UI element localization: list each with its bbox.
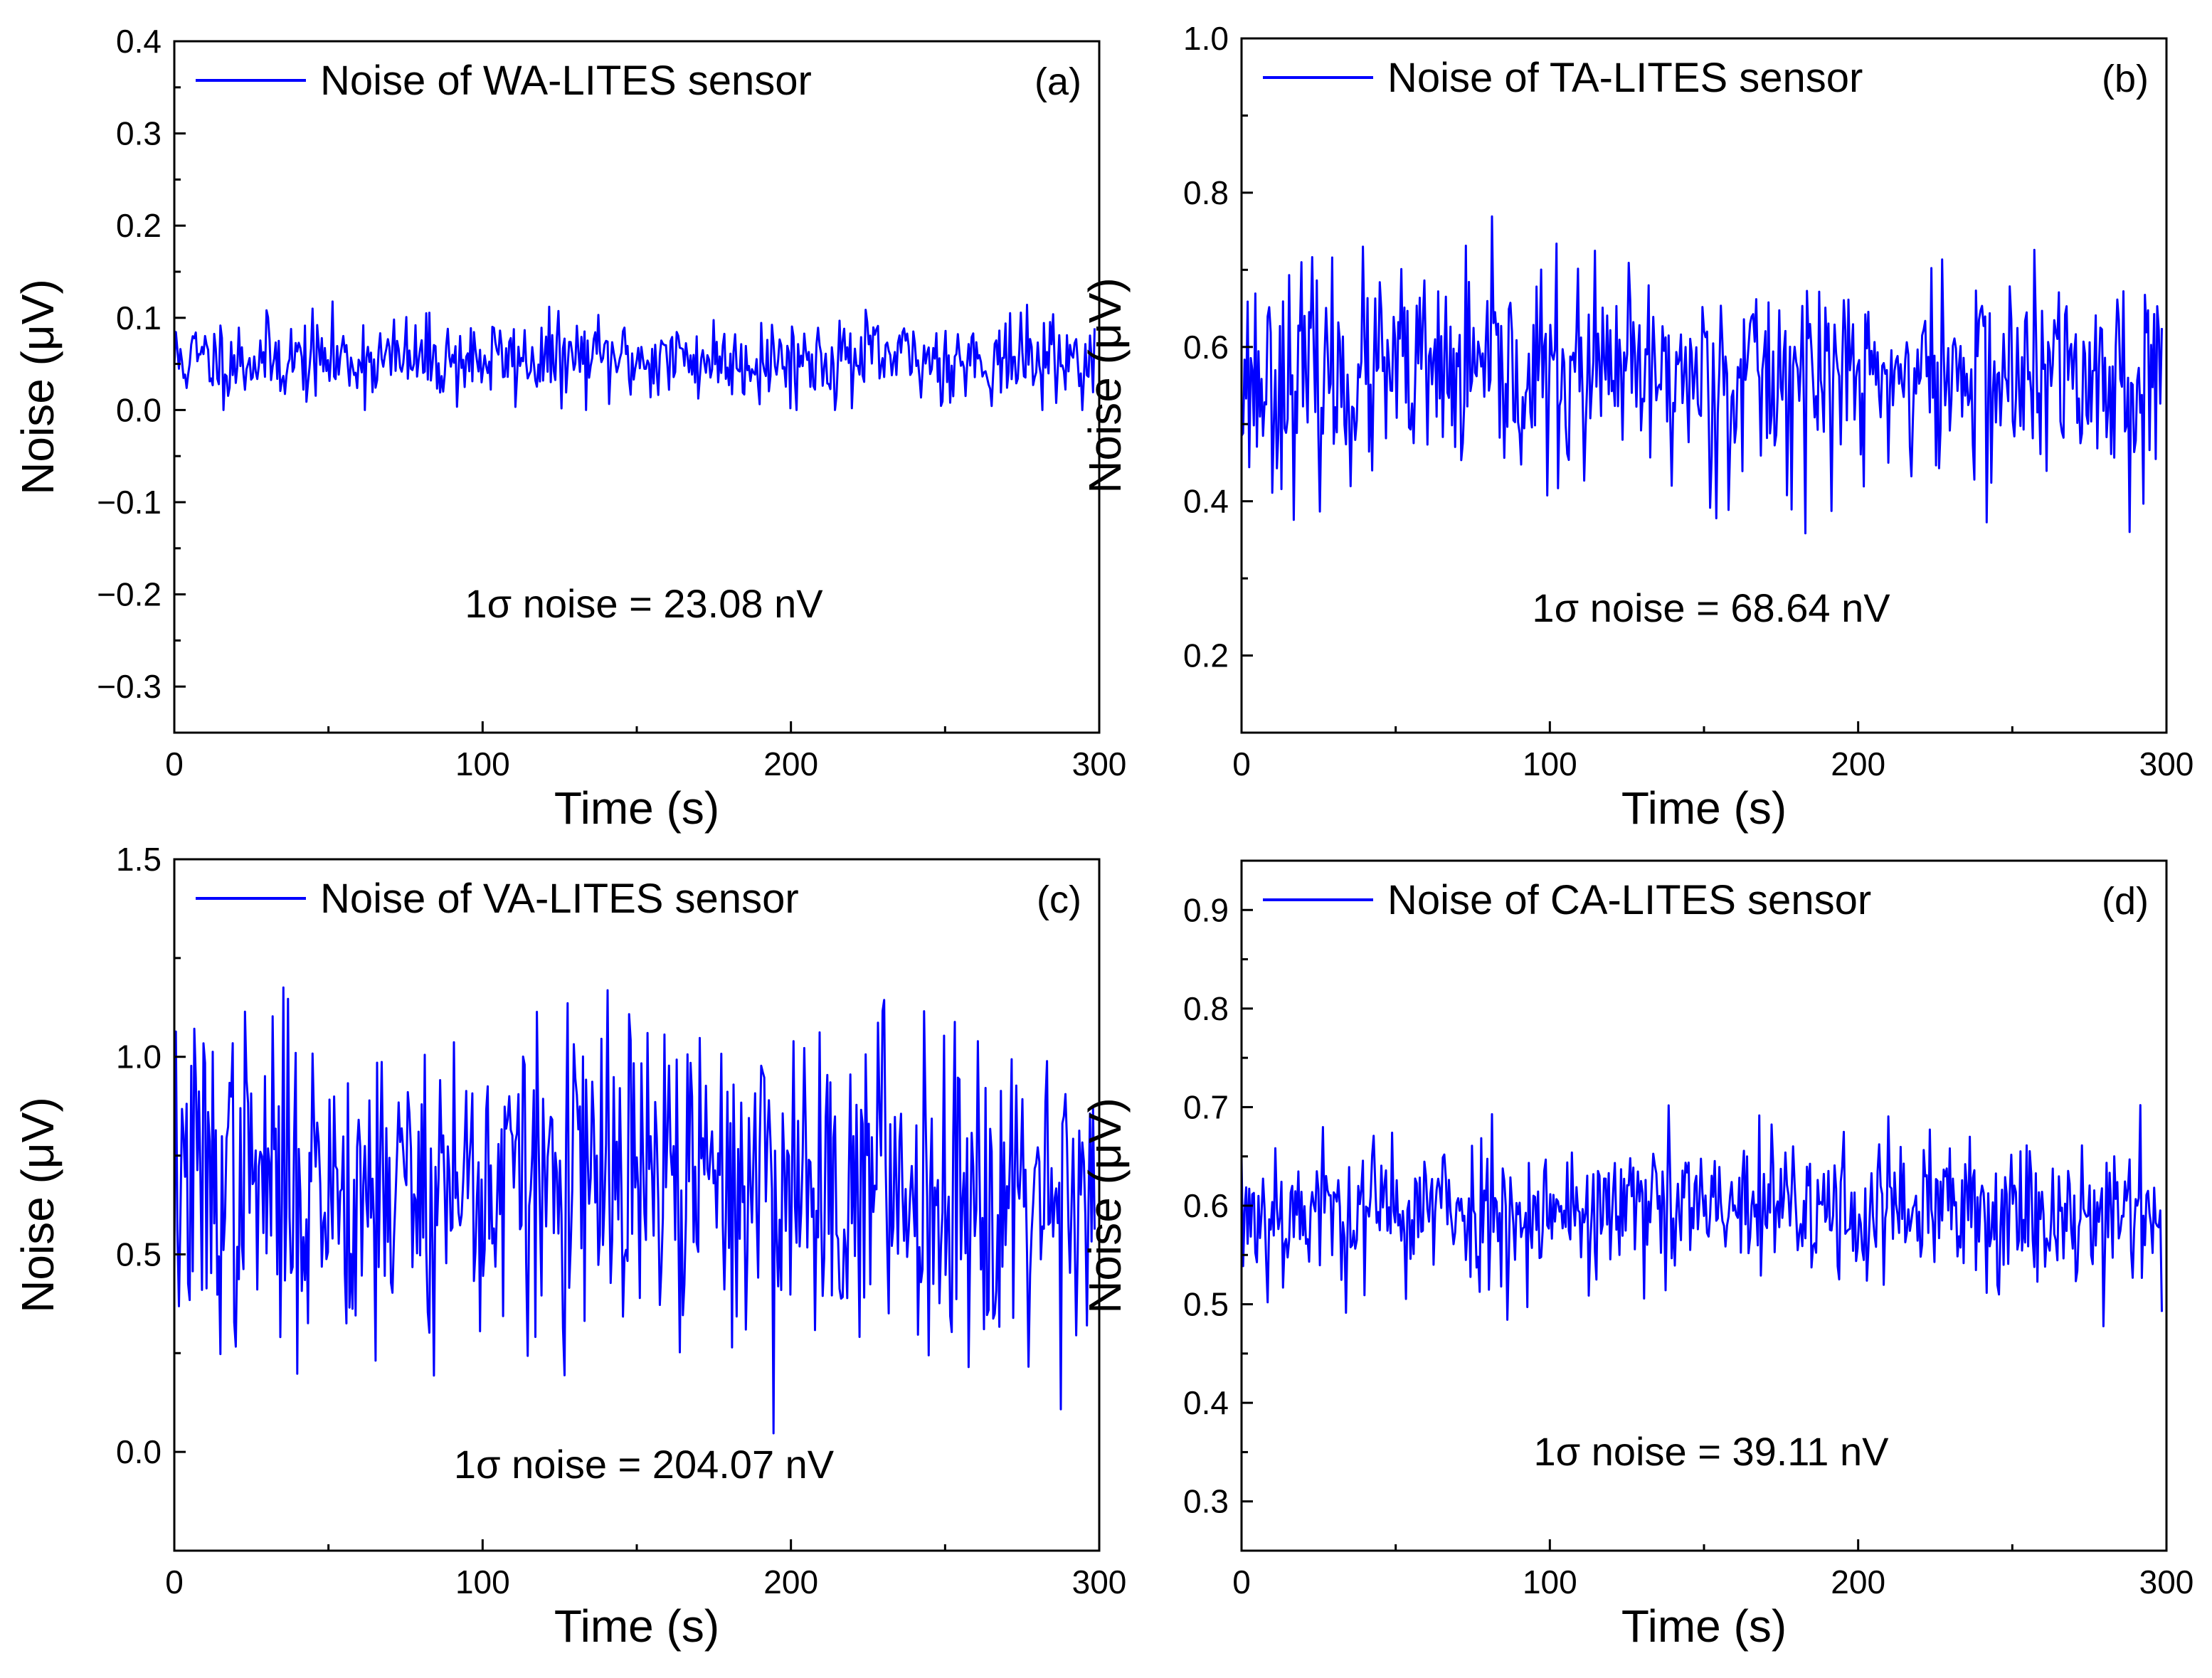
panel-label: (d) <box>2102 880 2149 923</box>
y-tick-label: 0.4 <box>1183 483 1229 520</box>
chart-panel-a: 0 100 200 300 −0.3 −0.2 −0.1 0.0 0.1 0.2 0.3 0.4 Tim… <box>12 23 1126 834</box>
x-tick-label: 100 <box>455 745 510 782</box>
noise-annotation: 1σ noise = 39.11 nV <box>1534 1429 1890 1474</box>
x-tick-label: 100 <box>455 1563 510 1600</box>
y-tick-label: −0.1 <box>97 484 162 521</box>
y-tick-label: 0.6 <box>1183 1187 1229 1224</box>
y-tick-label: 0.4 <box>116 23 162 60</box>
x-tick-label: 200 <box>1831 745 1885 782</box>
x-axis-title: Time (s) <box>554 1600 719 1652</box>
panel-label: (c) <box>1037 878 1081 921</box>
y-tick-label: 0.6 <box>1183 329 1229 366</box>
x-tick-label: 0 <box>165 745 184 782</box>
y-tick-label: −0.2 <box>97 576 162 613</box>
panel-label: (b) <box>2102 58 2149 100</box>
y-tick-label: 0.0 <box>116 391 162 428</box>
series-line <box>173 300 1096 411</box>
x-tick-label: 300 <box>1072 745 1127 782</box>
chart-panel-b: 0 100 200 300 0.2 0.4 0.6 0.8 1.0 Time (s) Noise (… <box>1079 20 2194 834</box>
y-tick-label: 0.1 <box>116 299 162 336</box>
x-tick-label: 0 <box>165 1563 184 1600</box>
y-tick-label: 1.0 <box>1183 20 1229 57</box>
legend-label: Noise of WA-LITES sensor <box>320 58 812 104</box>
plot-frame <box>173 40 1101 734</box>
y-tick-label: −0.3 <box>97 668 162 705</box>
y-tick-label: 0.8 <box>1183 174 1229 211</box>
panel-label: (a) <box>1034 60 1081 103</box>
x-tick-label: 300 <box>2139 745 2194 782</box>
x-axis-title: Time (s) <box>1621 1600 1787 1652</box>
x-axis-title: Time (s) <box>1621 782 1787 834</box>
x-tick-label: 300 <box>1072 1563 1127 1600</box>
y-axis-title: Noise (μV) <box>12 279 63 495</box>
series-line <box>1240 215 2163 535</box>
y-axis-title: Noise (μV) <box>1079 277 1131 494</box>
x-tick-label: 300 <box>2139 1563 2194 1600</box>
y-tick-label: 0.8 <box>1183 990 1229 1027</box>
x-tick-label: 100 <box>1523 1563 1577 1600</box>
series-line <box>1240 1104 2163 1327</box>
y-tick-label: 0.2 <box>1183 637 1229 674</box>
series-line <box>173 986 1096 1435</box>
y-tick-label: 1.0 <box>116 1039 162 1076</box>
legend-label: Noise of VA-LITES sensor <box>320 876 799 922</box>
y-axis-title: Noise (μV) <box>12 1097 63 1313</box>
legend-label: Noise of TA-LITES sensor <box>1387 55 1863 101</box>
noise-annotation: 1σ noise = 23.08 nV <box>465 581 823 626</box>
x-tick-label: 0 <box>1232 745 1251 782</box>
chart-panel-c: 0 100 200 300 0.0 0.5 1.0 1.5 Time (s) Noise (μV)… <box>12 841 1126 1652</box>
noise-annotation: 1σ noise = 68.64 nV <box>1532 585 1890 630</box>
y-tick-label: 0.5 <box>1183 1286 1229 1323</box>
y-tick-label: 0.9 <box>1183 891 1229 928</box>
y-tick-label: 0.7 <box>1183 1088 1229 1125</box>
y-tick-label: 0.3 <box>116 115 162 152</box>
x-tick-label: 200 <box>1831 1563 1885 1600</box>
y-tick-label: 0.4 <box>1183 1384 1229 1421</box>
noise-annotation: 1σ noise = 204.07 nV <box>454 1442 835 1487</box>
y-tick-label: 0.2 <box>116 207 162 244</box>
x-tick-label: 200 <box>763 745 818 782</box>
x-tick-label: 0 <box>1232 1563 1251 1600</box>
y-tick-label: 0.3 <box>1183 1483 1229 1520</box>
x-tick-label: 100 <box>1523 745 1577 782</box>
y-tick-label: 1.5 <box>116 841 162 878</box>
chart-panel-d: 0 100 200 300 0.3 0.4 0.5 0.6 0.7 0.8 0.9 Time (s) N… <box>1079 859 2194 1652</box>
y-tick-label: 0.0 <box>116 1433 162 1470</box>
y-tick-label: 0.5 <box>116 1236 162 1273</box>
legend-label: Noise of CA-LITES sensor <box>1387 877 1871 923</box>
y-axis-title: Noise (μV) <box>1079 1098 1131 1314</box>
x-axis-title: Time (s) <box>554 782 719 834</box>
x-tick-label: 200 <box>763 1563 818 1600</box>
